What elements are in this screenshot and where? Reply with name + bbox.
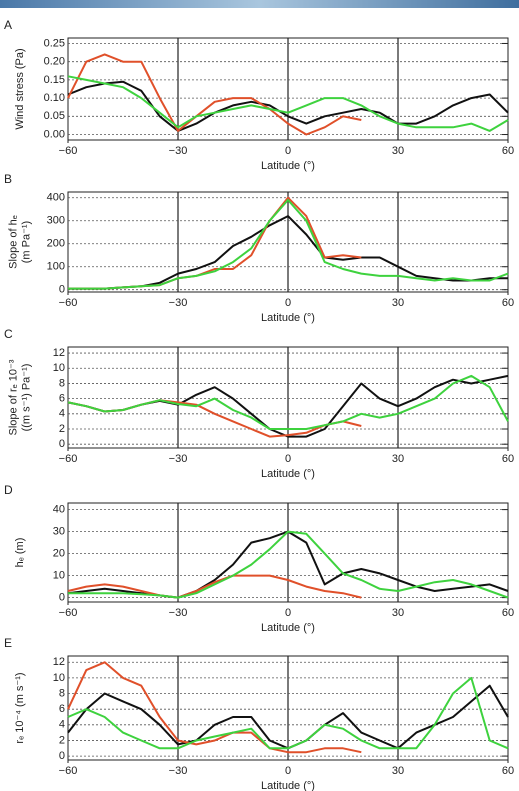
x-tick-label: −60: [59, 453, 78, 465]
data-line: [68, 530, 509, 599]
x-axis-label: Latitude (°): [261, 468, 315, 480]
y-tick-label: 200: [47, 238, 65, 250]
y-tick-label: 0.10: [44, 92, 65, 104]
y-tick-label: 10: [53, 672, 65, 684]
panel-label: C: [4, 327, 13, 341]
x-tick-label: −30: [169, 297, 188, 309]
y-tick-label: 0.05: [44, 110, 65, 122]
y-tick-label: 0: [59, 438, 65, 450]
x-axis-label: Latitude (°): [261, 622, 315, 634]
y-tick-label: 4: [59, 719, 65, 731]
y-tick-label: 8: [59, 687, 65, 699]
y-tick-label: 20: [53, 548, 65, 560]
y-tick-label: 12: [53, 347, 65, 359]
x-tick-label: 60: [502, 765, 514, 777]
data-line: [67, 53, 362, 136]
y-axis-label: Slope of rₑ 10⁻³: [7, 359, 19, 435]
data-line: [67, 676, 509, 750]
y-tick-label: 0: [59, 592, 65, 604]
x-tick-label: 30: [392, 453, 404, 465]
y-tick-label: 2: [59, 423, 65, 435]
x-tick-label: 60: [502, 453, 514, 465]
panel-label: E: [4, 636, 12, 650]
x-tick-label: −30: [169, 765, 188, 777]
y-axis-label: rₑ 10⁻⁴ (m s⁻¹): [14, 672, 26, 743]
x-tick-label: −30: [169, 453, 188, 465]
x-tick-label: 0: [285, 453, 291, 465]
header-band: [0, 0, 519, 8]
x-tick-label: 30: [392, 145, 404, 157]
panel-label: B: [4, 172, 12, 186]
y-tick-label: 0: [59, 750, 65, 762]
y-tick-label: 8: [59, 377, 65, 389]
x-tick-label: 0: [285, 765, 291, 777]
data-line: [67, 75, 509, 132]
y-tick-label: 0.25: [44, 37, 65, 49]
y-tick-label: 12: [53, 656, 65, 668]
y-tick-label: 6: [59, 703, 65, 715]
x-tick-label: −60: [59, 765, 78, 777]
y-tick-label: 0.15: [44, 74, 65, 86]
y-tick-label: 0: [59, 284, 65, 296]
y-tick-label: 300: [47, 215, 65, 227]
x-tick-label: 0: [285, 607, 291, 619]
data-line: [68, 199, 509, 290]
x-tick-label: 60: [502, 145, 514, 157]
x-tick-label: 60: [502, 297, 514, 309]
y-tick-label: 10: [53, 362, 65, 374]
data-line: [67, 374, 509, 430]
y-tick-label: 6: [59, 393, 65, 405]
y-tick-label: 100: [47, 261, 65, 273]
x-tick-label: 30: [392, 765, 404, 777]
x-tick-label: −60: [59, 297, 78, 309]
y-axis-label: (m Pa⁻¹): [20, 221, 32, 263]
y-tick-label: 400: [47, 192, 65, 204]
x-tick-label: 0: [285, 297, 291, 309]
y-tick-label: 40: [53, 504, 65, 516]
y-axis-label: Slope of hₑ: [7, 215, 19, 269]
x-tick-label: 60: [502, 607, 514, 619]
y-axis-label: Wind stress (Pa): [14, 48, 26, 129]
x-tick-label: −30: [169, 145, 188, 157]
x-tick-label: 30: [392, 607, 404, 619]
x-tick-label: −60: [59, 607, 78, 619]
y-tick-label: 0.20: [44, 56, 65, 68]
y-tick-label: 30: [53, 526, 65, 538]
panel-label: D: [4, 483, 13, 497]
data-line: [67, 574, 362, 599]
x-axis-label: Latitude (°): [261, 312, 315, 324]
data-line: [67, 80, 509, 132]
x-tick-label: −60: [59, 145, 78, 157]
x-tick-label: 30: [392, 297, 404, 309]
y-tick-label: 10: [53, 570, 65, 582]
y-axis-label: ((m s⁻¹) Pa⁻¹): [20, 364, 32, 432]
panel-label: A: [4, 18, 12, 32]
x-tick-label: 0: [285, 145, 291, 157]
y-tick-label: 0.00: [44, 128, 65, 140]
x-tick-label: −30: [169, 607, 188, 619]
y-axis-label: hₑ (m): [14, 538, 26, 568]
y-tick-label: 4: [59, 408, 65, 420]
y-tick-label: 2: [59, 734, 65, 746]
x-axis-label: Latitude (°): [261, 160, 315, 172]
x-axis-label: Latitude (°): [261, 780, 315, 791]
data-line: [67, 661, 362, 754]
